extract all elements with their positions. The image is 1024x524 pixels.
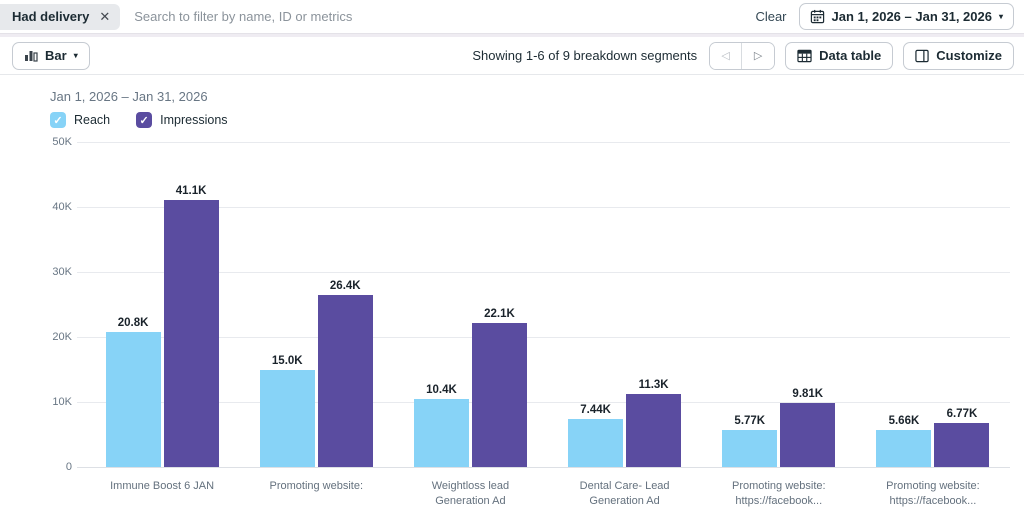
y-axis-tick: 40K: [52, 201, 72, 213]
gridline: [77, 207, 1010, 208]
x-axis-label: Immune Boost 6 JAN: [110, 480, 215, 492]
chart-legend: ✓ Reach ✓ Impressions: [50, 112, 1024, 128]
bar-column-impressions: 9.81K: [780, 388, 836, 467]
bar-value-label: 5.66K: [888, 415, 920, 428]
prev-page-button[interactable]: ◁: [710, 42, 743, 69]
y-axis-tick: 0: [65, 461, 72, 473]
x-axis-label: Dental Care- Lead Generation Ad: [579, 480, 670, 507]
y-axis-tick: 30K: [52, 266, 72, 278]
impressions-bar: [163, 199, 219, 467]
y-axis-tick: 50K: [52, 136, 72, 148]
legend-label: Impressions: [160, 113, 228, 127]
bar-column-reach: 5.66K: [876, 415, 932, 467]
impressions-bar: [780, 403, 836, 467]
impressions-bar: [317, 295, 373, 467]
customize-panel-icon: [915, 49, 929, 63]
bar-column-impressions: 26.4K: [317, 280, 373, 467]
legend-label: Reach: [74, 113, 111, 127]
gridline: [77, 337, 1010, 338]
chart-toolbar: Bar ▾ Showing 1-6 of 9 breakdown segment…: [0, 37, 1024, 75]
bar-value-label: 15.0K: [271, 354, 303, 367]
customize-button[interactable]: Customize: [903, 41, 1014, 70]
filter-chip-had-delivery[interactable]: Had delivery ✕: [0, 3, 121, 30]
bar-column-reach: 15.0K: [259, 354, 315, 467]
bar-value-label: 11.3K: [638, 378, 669, 391]
bar-group: 20.8K 41.1K: [85, 185, 239, 467]
checkbox-checked-icon: ✓: [50, 112, 66, 128]
y-axis-tick: 10K: [52, 396, 72, 408]
reach-bar: [105, 331, 161, 467]
data-table-label: Data table: [819, 48, 882, 63]
bar-value-label: 26.4K: [329, 280, 361, 293]
legend-toggle-impressions[interactable]: ✓ Impressions: [136, 112, 228, 128]
chart-section: Jan 1, 2026 – Jan 31, 2026 ✓ Reach ✓ Impres…: [0, 75, 1024, 509]
bar-column-impressions: 41.1K: [163, 184, 219, 467]
date-range-label: Jan 1, 2026 – Jan 31, 2026: [831, 9, 992, 24]
calendar-icon: [810, 9, 825, 24]
x-axis-label: Promoting website:: [269, 480, 364, 492]
segment-pager: ◁ ▷: [709, 41, 776, 70]
chart-type-label: Bar: [45, 48, 67, 63]
bar-value-label: 10.4K: [426, 384, 457, 397]
bar-value-label: 6.77K: [946, 408, 978, 420]
bar-chart-icon: [24, 49, 38, 62]
bar-value-label: 7.44K: [580, 403, 611, 416]
reach-bar: [413, 399, 469, 467]
reach-bar: [259, 369, 315, 467]
bar-value-label: 9.81K: [792, 388, 824, 401]
bar-group: 5.77K 9.81K: [702, 388, 856, 467]
table-icon: [797, 49, 812, 63]
chevron-down-icon: ▾: [73, 51, 78, 60]
gridline: [77, 402, 1010, 403]
clear-button[interactable]: Clear: [755, 9, 787, 24]
x-axis-label: Promoting website: https://facebook...: [886, 480, 980, 507]
chart-date-range: Jan 1, 2026 – Jan 31, 2026: [50, 89, 208, 104]
chip-close-icon[interactable]: ✕: [99, 9, 111, 24]
chevron-down-icon: ▾: [998, 12, 1003, 21]
reach-bar: [722, 429, 778, 467]
bar-group: 10.4K 22.1K: [393, 308, 547, 467]
impressions-bar: [471, 323, 527, 467]
bar-column-reach: 10.4K: [413, 384, 469, 467]
plot-area: 0 10K 20K 30K 40K 50K 20.8K 41.1K 15.0K 26.4K 10.4…: [52, 136, 1010, 473]
bar-group: 5.66K 6.77K: [856, 408, 1010, 467]
gridline: [77, 142, 1010, 143]
next-page-button[interactable]: ▷: [742, 42, 775, 69]
impressions-bar: [626, 393, 682, 467]
bar-value-label: 5.77K: [734, 414, 766, 427]
gridline: [77, 467, 1010, 468]
bar-column-reach: 20.8K: [105, 316, 161, 467]
bar-column-impressions: 11.3K: [626, 378, 682, 467]
date-range-picker[interactable]: Jan 1, 2026 – Jan 31, 2026 ▾: [798, 3, 1014, 30]
reach-bar: [876, 430, 932, 467]
chart-type-dropdown[interactable]: Bar ▾: [12, 41, 90, 70]
bar-column-impressions: 6.77K: [934, 408, 990, 467]
checkbox-checked-icon: ✓: [136, 112, 153, 128]
bar-column-reach: 7.44K: [568, 403, 624, 467]
legend-toggle-reach[interactable]: ✓ Reach: [50, 112, 110, 128]
bar-value-label: 20.8K: [117, 316, 149, 329]
filter-chip-label: Had delivery: [12, 9, 90, 24]
search-input[interactable]: [120, 9, 756, 24]
section-divider: [0, 33, 1024, 37]
bar-group: 15.0K 26.4K: [239, 280, 393, 467]
reach-bar: [568, 418, 624, 467]
bar-value-label: 22.1K: [484, 308, 515, 321]
bar-group: 7.44K 11.3K: [548, 378, 702, 467]
data-table-button[interactable]: Data table: [785, 41, 894, 70]
x-axis-labels: Immune Boost 6 JAN Promoting website: Weig…: [85, 479, 1010, 509]
y-axis-tick: 20K: [52, 331, 72, 343]
bar-value-label: 41.1K: [175, 184, 207, 197]
x-axis-label: Weightloss lead Generation Ad: [431, 480, 510, 507]
bar-column-reach: 5.77K: [722, 414, 778, 467]
gridline: [77, 272, 1010, 273]
customize-label: Customize: [936, 48, 1002, 63]
impressions-bar: [934, 423, 990, 467]
filter-bar: Had delivery ✕ Clear Jan 1, 2026 – Jan 3…: [0, 0, 1024, 33]
x-axis-label: Promoting website: https://facebook...: [732, 480, 826, 507]
segments-status-text: Showing 1-6 of 9 breakdown segments: [472, 48, 698, 63]
bar-chart: 0 10K 20K 30K 40K 50K 20.8K 41.1K 15.0K 26.4K 10.4…: [52, 136, 1010, 473]
bar-column-impressions: 22.1K: [471, 308, 527, 467]
